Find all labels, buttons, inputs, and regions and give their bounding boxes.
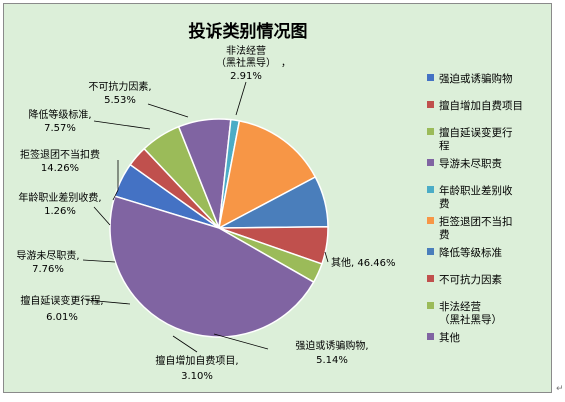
legend-label-4-line1: 年龄职业差别收 — [439, 184, 513, 197]
legend-label-6: 降低等级标准 — [439, 246, 502, 259]
legend-swatch-2 — [427, 128, 434, 135]
label-refuse-name: 拒签退团不当扣费 — [20, 148, 100, 161]
legend-label-5-line2: 费 — [439, 228, 450, 241]
leader-line-5 — [82, 259, 116, 263]
label-nonlegal-line1: 非法经营 — [226, 44, 266, 57]
label-age-pct: 1.26% — [44, 206, 76, 217]
label-nonlegal-line2: （黑社黑导） — [216, 56, 276, 69]
legend-label-3: 导游未尽职责 — [439, 157, 502, 170]
legend-label-8-line1: 非法经营 — [439, 300, 481, 313]
legend-swatch-1 — [427, 101, 434, 108]
legend-swatch-7 — [427, 275, 434, 282]
paragraph-mark: ↵ — [556, 384, 564, 394]
leader-line-1 — [147, 103, 189, 118]
legend-label-1: 擅自增加自费项目 — [439, 99, 523, 112]
leader-line-2 — [93, 120, 151, 130]
chart-title: 投诉类别情况图 — [189, 21, 308, 42]
label-nonlegal-line3: ， — [281, 58, 291, 69]
legend-label-9: 其他 — [439, 331, 460, 344]
legend-swatch-6 — [427, 248, 434, 255]
leader-line-3 — [112, 160, 119, 201]
leader-lines — [82, 81, 329, 353]
legend-swatch-9 — [427, 333, 434, 340]
legend-label-2-line1: 擅自延误变更行 — [439, 126, 513, 139]
label-force-pct: 5.53% — [104, 95, 136, 106]
label-extra-name: 擅自增加自费项目, — [155, 354, 238, 367]
label-delay-name: 擅自延误变更行程, — [20, 294, 103, 307]
label-shop-pct: 5.14% — [316, 355, 348, 366]
label-shop-name: 强迫或诱骗购物, — [295, 339, 368, 352]
legend-swatch-3 — [427, 159, 434, 166]
legend-label-8-line2: （黑社黑导） — [439, 313, 502, 326]
data-labels: 非法经营 （黑社黑导） ， 2.91% 不可抗力因素, 5.53% 降低等级标准… — [16, 44, 395, 382]
label-guide-name: 导游未尽职责, — [16, 249, 79, 262]
pie-slice-9 — [109, 195, 315, 338]
legend-label-0: 强迫或诱骗购物 — [439, 72, 513, 85]
label-nonlegal-pct: 2.91% — [230, 71, 262, 82]
label-refuse-pct: 14.26% — [41, 163, 79, 174]
leader-line-9 — [324, 251, 329, 263]
label-force-name: 不可抗力因素, — [88, 80, 151, 93]
legend-label-2-line2: 程 — [439, 140, 450, 152]
label-delay-pct: 6.01% — [46, 312, 78, 323]
leader-line-8 — [213, 333, 269, 350]
legend: 强迫或诱骗购物擅自增加自费项目擅自延误变更行程导游未尽职责年龄职业差别收费拒签退… — [427, 72, 523, 344]
legend-swatch-0 — [427, 74, 434, 81]
label-age-name: 年龄职业差别收费, — [18, 191, 101, 204]
label-guide-pct: 7.76% — [32, 264, 64, 275]
label-lower-name: 降低等级标准, — [28, 108, 91, 121]
label-other: 其他, 46.46% — [331, 256, 396, 269]
leader-line-0 — [235, 81, 247, 116]
leader-line-7 — [172, 335, 198, 353]
pie-slices — [109, 118, 329, 338]
pie-slice-5 — [217, 120, 317, 230]
legend-swatch-4 — [427, 186, 434, 193]
legend-label-7: 不可抗力因素 — [439, 273, 502, 286]
legend-swatch-8 — [427, 302, 434, 309]
label-extra-pct: 3.10% — [181, 371, 213, 382]
leader-line-6 — [85, 299, 131, 305]
label-lower-pct: 7.57% — [44, 123, 76, 134]
legend-label-4-line2: 费 — [439, 197, 450, 210]
legend-label-5-line1: 拒签退团不当扣 — [439, 215, 513, 228]
leader-line-4 — [93, 206, 111, 226]
legend-swatch-5 — [427, 217, 434, 224]
